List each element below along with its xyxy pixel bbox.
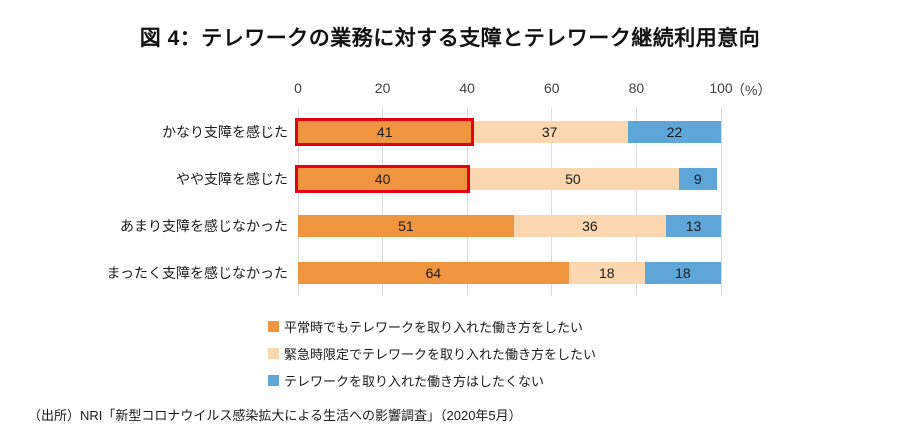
legend-item: テレワークを取り入れた働き方はしたくない [268,367,718,394]
bar-segment-series-2: 18 [644,261,721,284]
bar-row: 64 18 18 [298,261,721,284]
bar-value-label: 36 [582,217,598,234]
x-axis-tick-label: 60 [544,80,560,96]
legend-label: 緊急時限定でテレワークを取り入れた働き方をしたい [284,347,597,362]
bar-row: 40 50 9 [298,167,721,190]
legend: 平常時でもテレワークを取り入れた働き方をしたい 緊急時限定でテレワークを取り入れた… [268,313,718,394]
bar-segment-series-1: 36 [513,214,666,237]
gridline [635,108,637,296]
legend-item: 平常時でもテレワークを取り入れた働き方をしたい [268,313,718,340]
bar-value-label: 37 [541,123,558,140]
figure-title: 図 4：テレワークの業務に対する支障とテレワーク継続利用意向 [139,27,761,50]
bar-value-label: 9 [693,170,702,187]
bar-segment-series-1: 50 [467,167,679,190]
bar-value-label: 18 [675,264,691,281]
x-axis-tick-label: 80 [628,80,645,96]
bar-segment-series-1: 18 [568,261,645,284]
category-label: かなり支障を感じた [162,123,288,140]
bar-row: 51 36 13 [298,214,721,237]
gridline [297,108,299,296]
legend-swatch-icon [268,348,279,359]
legend-label: 平常時でもテレワークを取り入れた働き方をしたい [284,320,584,335]
bar-value-label: 50 [565,170,581,187]
category-label: あまり支障を感じなかった [120,217,288,234]
legend-item: 緊急時限定でテレワークを取り入れた働き方をしたい [268,340,718,367]
x-axis-tick-label: 20 [374,80,391,96]
bar-row: 41 37 22 [298,120,721,143]
plot-area: 41 37 22 40 50 9 51 36 13 64 18 18 [297,108,722,296]
bar-value-label: 18 [598,264,615,281]
gridline [466,108,468,296]
bar-value-label: 41 [376,123,393,140]
bar-segment-series-2: 9 [678,167,717,190]
source-note: （出所）NRI「新型コロナウイルス感染拡大による生活への影響調査」（2020年5… [28,408,522,423]
bar-segment-series-2: 13 [665,214,721,237]
category-label: まったく支障を感じなかった [106,264,288,281]
x-axis-tick-label: 100 [709,80,733,96]
bar-value-label: 40 [374,170,391,187]
bar-value-label: 64 [425,264,442,281]
bar-segment-series-2: 22 [627,120,721,143]
x-axis: （%） 0 20 40 60 80 100 [294,80,771,98]
bar-segment-series-0: 40 [298,167,468,190]
bar-value-label: 13 [685,217,702,234]
category-label: やや支障を感じた [176,170,288,187]
legend-swatch-icon [268,375,279,386]
legend-swatch-icon [268,321,279,332]
bar-segment-series-0: 51 [298,214,514,237]
x-axis-tick-label: 40 [459,80,475,96]
gridline [382,108,384,296]
bar-segment-series-1: 37 [471,120,628,143]
gridline [720,108,722,296]
x-axis-unit-label: （%） [731,82,772,98]
bar-segment-series-0: 64 [298,261,569,284]
legend-label: テレワークを取り入れた働き方はしたくない [284,374,545,389]
bar-value-label: 22 [666,123,683,140]
bar-value-label: 51 [398,217,414,234]
bar-segment-series-0: 41 [298,120,472,143]
x-axis-tick-label: 0 [294,80,302,96]
gridline [551,108,553,296]
